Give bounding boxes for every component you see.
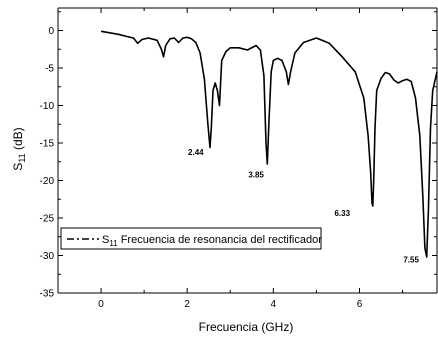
x-tick-label: 0 (98, 299, 104, 310)
legend-box (60, 227, 322, 250)
y-tick-label: -25 (40, 214, 55, 225)
axes-group (57, 7, 438, 294)
legend-s: S (102, 234, 109, 246)
legend-sub: 11 (109, 239, 118, 248)
ticks-group: 0 -5 -10 -15 -20 -25 -30 -35 0 2 4 6 (40, 8, 437, 310)
x-tick-label: 4 (271, 299, 277, 310)
y-tick-label: -20 (40, 176, 55, 187)
y-tick-label: -35 (40, 289, 55, 300)
y-axis-title: S11 (dB) (11, 127, 27, 170)
y-tick-label: -15 (40, 139, 55, 150)
y-tick-label: -10 (40, 101, 55, 112)
s11-series-line (100, 30, 438, 258)
peak-annotation: 6.33 (334, 209, 350, 218)
y-axis-title-sub: 11 (17, 153, 27, 162)
y-axis-title-s: S (11, 163, 25, 171)
y-axis-title-unit: (dB) (11, 127, 25, 153)
x-tick-label: 6 (357, 299, 363, 310)
peak-annotation: 7.55 (403, 255, 419, 264)
x-axis-title: Frecuencia (GHz) (199, 320, 294, 334)
y-tick-label: -30 (40, 251, 55, 262)
peak-annotation: 3.85 (248, 171, 264, 180)
y-tick-label: 0 (48, 26, 54, 37)
legend-text: Frecuencia de resonancia del rectificado… (118, 234, 323, 246)
y-tick-label: -5 (45, 64, 54, 75)
legend-label: S11 Frecuencia de resonancia del rectifi… (102, 234, 322, 248)
legend: S11 Frecuencia de resonancia del rectifi… (60, 227, 322, 250)
annotations-group: 2.44 3.85 6.33 7.55 (188, 148, 419, 264)
x-tick-label: 2 (184, 299, 190, 310)
peak-annotation: 2.44 (188, 148, 204, 157)
